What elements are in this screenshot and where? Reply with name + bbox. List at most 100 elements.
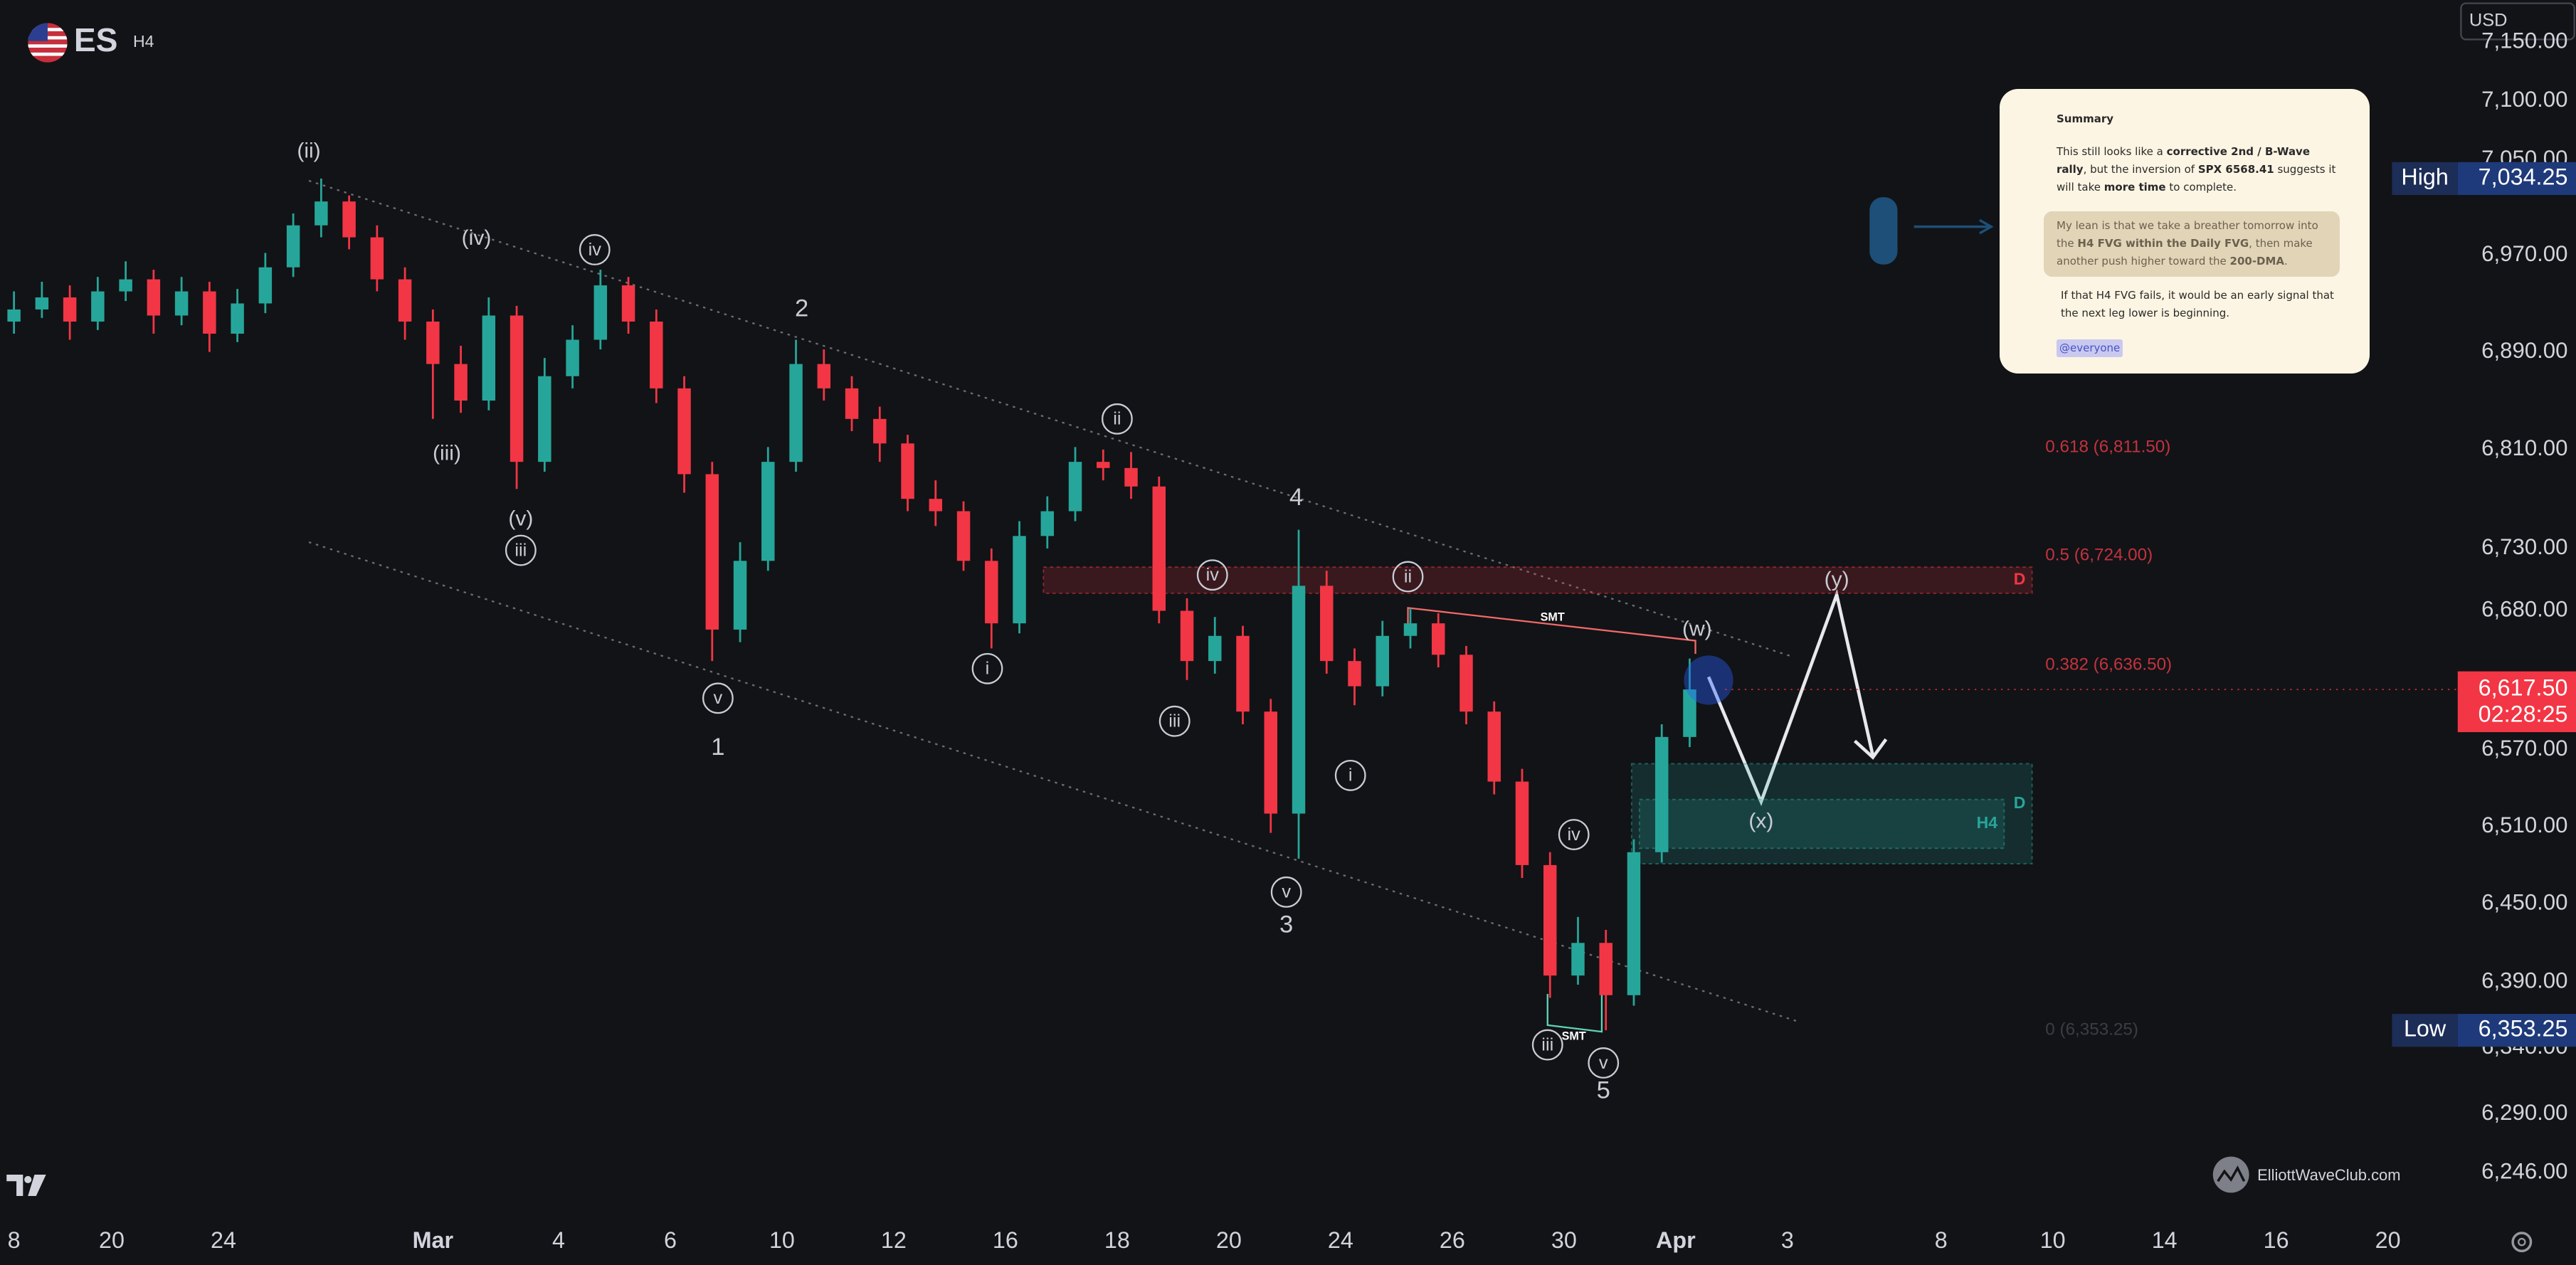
- smt-line: [1407, 607, 1696, 655]
- candle-body: [35, 297, 49, 309]
- candle-body: [985, 561, 998, 624]
- projection-path: [1706, 588, 1875, 807]
- settings-icon[interactable]: [2511, 1232, 2533, 1253]
- mention[interactable]: @everyone: [2057, 339, 2123, 357]
- fib-label: 0 (6,353.25): [2045, 1020, 2138, 1039]
- x-tick-label: 20: [1216, 1227, 1242, 1253]
- candle-body: [873, 418, 887, 444]
- smt-label: SMT: [1562, 1030, 1586, 1042]
- x-tick-label: 10: [2040, 1227, 2066, 1253]
- candle-body: [817, 364, 831, 388]
- wave-label-circle: [1158, 705, 1191, 737]
- candle-body: [286, 225, 300, 268]
- candle-body: [621, 285, 635, 322]
- y-tick-label: 6,510.00: [2481, 813, 2567, 837]
- settings-icon-center[interactable]: [2518, 1237, 2526, 1247]
- wave-label: (iii): [433, 441, 461, 465]
- candle-body: [91, 291, 105, 322]
- candle-body: [1180, 610, 1194, 662]
- candle-body: [1208, 635, 1222, 662]
- candle-body: [203, 291, 216, 334]
- x-tick-label: 26: [1440, 1227, 1465, 1253]
- last-price-bg: [2457, 671, 2576, 733]
- candle-body: [119, 279, 132, 292]
- candle-body: [398, 279, 412, 322]
- wave-label: i: [986, 659, 990, 679]
- wave-label: 2: [795, 295, 808, 322]
- candle-body: [733, 561, 747, 630]
- badge-name: High: [2401, 164, 2448, 189]
- x-tick-label: 14: [2152, 1227, 2178, 1253]
- wave-label: 4: [1289, 484, 1303, 511]
- bold-run: 200-DMA: [2229, 255, 2285, 268]
- badge-name-bg: [2392, 1014, 2458, 1047]
- highlight-circle: [1684, 655, 1733, 705]
- card-title: Summary: [2057, 112, 2114, 125]
- candle-body: [174, 291, 189, 316]
- y-tick-label: 6,970.00: [2481, 241, 2567, 266]
- candle-body: [7, 309, 21, 322]
- text-run: to complete.: [2165, 181, 2237, 194]
- smt-label: SMT: [1541, 610, 1565, 623]
- candle-body: [1543, 864, 1557, 976]
- wave-label-circle: [1334, 759, 1366, 791]
- badge-name-bg: [2392, 162, 2458, 196]
- fib-label: 0.618 (6,811.50): [2045, 438, 2170, 457]
- fib-label: 0.5 (6,724.00): [2045, 546, 2153, 565]
- wave-label: iv: [588, 240, 602, 260]
- watermark-logo-wave: [2217, 1165, 2246, 1182]
- x-tick-label: 16: [993, 1227, 1018, 1253]
- countdown: 02:28:25: [2479, 701, 2568, 726]
- candle-body: [845, 388, 859, 419]
- candle-body: [761, 462, 775, 561]
- wave-label: (ii): [297, 139, 320, 163]
- fvg-zone: [1042, 566, 2033, 594]
- zone-label: D: [2014, 793, 2026, 812]
- y-tick-label: 6,810.00: [2481, 435, 2567, 460]
- card-paragraph: My lean is that we take a breather tomor…: [2044, 211, 2340, 276]
- tv-logo: [6, 1175, 46, 1197]
- x-tick-label: 24: [1328, 1227, 1353, 1253]
- zone-label: H4: [1977, 813, 1998, 832]
- smt-line: [1546, 985, 1603, 1033]
- x-tick-label: 4: [552, 1227, 565, 1253]
- candle-body: [1124, 467, 1138, 487]
- summary-card: Summary This still looks like a correcti…: [2000, 89, 2370, 374]
- x-tick-label: 20: [99, 1227, 125, 1253]
- wave-label-circle: [1558, 819, 1590, 850]
- fib-label: 0.382 (6,636.50): [2045, 655, 2172, 674]
- wave-label-circle: [1101, 403, 1133, 435]
- candle-body: [538, 376, 551, 462]
- pointer-arrowhead: [1979, 218, 1994, 235]
- currency[interactable]: USD: [2469, 11, 2508, 31]
- candle-body: [1348, 661, 1361, 687]
- wave-label-circle: [971, 652, 1003, 684]
- bold-run: more time: [2103, 181, 2166, 194]
- x-tick-label: 24: [211, 1227, 236, 1253]
- badge-value: 7,034.25: [2479, 164, 2568, 189]
- candle-body: [370, 237, 384, 280]
- symbol: ES: [74, 21, 118, 58]
- interval: H4: [133, 32, 154, 51]
- wave-label: (x): [1748, 810, 1773, 833]
- x-tick-label: 10: [769, 1227, 795, 1253]
- currency-select[interactable]: [2460, 2, 2575, 41]
- last-price: 6,617.50: [2479, 675, 2568, 701]
- candle-body: [426, 321, 440, 364]
- candle-body: [677, 388, 691, 475]
- wave-label-circle: [1392, 561, 1424, 593]
- candle-body: [1320, 586, 1334, 662]
- candle-body: [1236, 635, 1250, 712]
- zone-label: D: [2014, 570, 2026, 588]
- watermark: ElliottWaveClub.com: [2257, 1166, 2400, 1184]
- projection-arrowhead: [1853, 738, 1888, 760]
- wave-label: iv: [1206, 565, 1220, 585]
- card-highlight: My lean is that we take a breather tomor…: [2044, 211, 2340, 277]
- x-tick-label: 20: [2375, 1227, 2401, 1253]
- text-run: , then make another push higher toward t…: [2057, 237, 2313, 268]
- x-tick-label: 8: [8, 1227, 21, 1253]
- y-tick-label: 7,150.00: [2481, 28, 2567, 53]
- candle-body: [789, 364, 803, 462]
- candle-body: [956, 511, 971, 561]
- candle-body: [1013, 536, 1026, 624]
